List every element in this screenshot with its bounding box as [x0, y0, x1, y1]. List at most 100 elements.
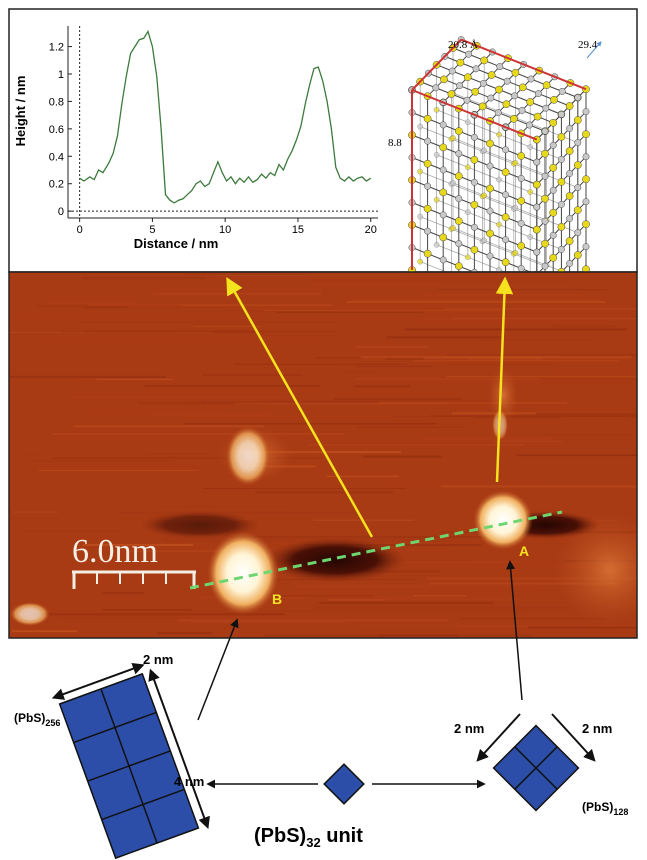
- cluster-b-marker: B: [272, 591, 282, 607]
- crystal-atom-94: [439, 121, 447, 129]
- stm-streak-58: [88, 303, 227, 307]
- cluster-a-bright-spot: [473, 490, 533, 550]
- profile-scan-line: [189, 510, 563, 590]
- crystal-atom-251: [557, 223, 566, 231]
- cluster-a-marker: A: [519, 543, 529, 559]
- stm-streak-70: [540, 381, 637, 383]
- medium-cluster-grid-h: [514, 746, 558, 790]
- profile-y-tick-label-1: 0.2: [49, 179, 64, 191]
- large-to-cluster-b-arrow: [197, 618, 239, 721]
- crystal-atom-143: [517, 242, 526, 250]
- crystal-atom-275: [582, 130, 590, 139]
- crystal-atom-36: [496, 131, 502, 138]
- crystal-atom-276: [582, 153, 590, 161]
- crystal-atom-106: [455, 195, 463, 203]
- stm-streak-52: [414, 321, 608, 324]
- crystal-atom-107: [454, 217, 463, 225]
- crystal-atom-264: [574, 94, 582, 102]
- stm-streak-92: [13, 511, 59, 513]
- crystal-atom-54: [450, 225, 456, 231]
- stm-streak-37: [429, 415, 637, 417]
- large-cluster-length-label: 4 nm: [174, 774, 204, 789]
- unit-tile: [323, 763, 365, 805]
- crystal-atom-271: [573, 251, 582, 259]
- stm-glow-2: [487, 365, 519, 425]
- stm-streak-88: [59, 411, 235, 413]
- crystal-atom-29: [433, 241, 440, 248]
- crystal-atom-164: [432, 84, 440, 92]
- crystal-atom-181: [487, 71, 496, 79]
- crystal-atom-199: [509, 114, 518, 123]
- top-panel-frame: [8, 8, 638, 273]
- crystal-side-dimension: 8.8: [388, 137, 402, 149]
- crystal-atom-231: [541, 194, 549, 203]
- stm-streak-111: [363, 455, 442, 458]
- crystal-atom-249: [557, 178, 566, 186]
- crystal-atom-165: [440, 75, 448, 84]
- stm-streak-116: [11, 630, 77, 633]
- stm-streak-80: [262, 309, 500, 311]
- stm-scan-streaks: [9, 272, 637, 638]
- stm-streak-47: [235, 310, 334, 312]
- medium-to-cluster-a-arrow: [506, 560, 523, 701]
- stm-streak-16: [22, 475, 147, 477]
- crystal-atom-256: [566, 125, 574, 132]
- stm-streak-119: [75, 321, 336, 324]
- crystal-atom-224: [533, 248, 541, 256]
- stm-streak-125: [340, 371, 381, 373]
- crystal-edge-lines: [411, 38, 587, 270]
- scale-bar-label: 6.0nm: [72, 533, 158, 570]
- stm-streak-82: [287, 282, 443, 285]
- stm-streak-104: [427, 577, 637, 580]
- crystal-atom-221: [532, 180, 541, 189]
- stm-streak-130: [436, 565, 637, 568]
- stm-corner-spot: [10, 602, 50, 626]
- crystal-atom-43: [527, 234, 534, 240]
- crystal-top-dimension: 20.8 Å: [448, 39, 478, 51]
- large-cluster-width-label: 2 nm: [143, 652, 173, 667]
- crystal-atom-100: [439, 256, 447, 264]
- large-cluster-grid-h1: [73, 711, 157, 744]
- stm-streak-95: [25, 453, 213, 455]
- stm-streak-50: [360, 356, 632, 359]
- crystal-atom-140: [517, 174, 525, 182]
- crystal-atom-41: [527, 144, 534, 150]
- stm-streak-63: [144, 385, 321, 387]
- stm-streak-51: [458, 618, 606, 620]
- crystal-atom-247: [557, 133, 566, 141]
- crystal-atom-279: [582, 220, 590, 229]
- crystal-atom-4: [417, 258, 424, 265]
- stm-streak-15: [528, 626, 637, 629]
- crystal-atom-252: [557, 245, 565, 253]
- crystal-atom-187: [495, 85, 503, 94]
- crystal-atom-180: [479, 79, 487, 87]
- stm-streak-78: [493, 440, 562, 443]
- crystal-atom-144: [517, 264, 525, 272]
- crystal-atom-113: [470, 155, 479, 164]
- crystal-atom-201: [526, 98, 535, 106]
- crystal-atom-265: [573, 116, 582, 124]
- crystal-atom-95: [439, 143, 448, 152]
- stm-streak-36: [51, 433, 345, 435]
- stm-streak-10: [374, 549, 450, 551]
- crystal-atom-200: [518, 106, 526, 114]
- medium-cluster-left-label: 2 nm: [454, 721, 484, 736]
- stm-streak-62: [38, 469, 199, 471]
- crystal-atom-223: [532, 225, 541, 234]
- crystal-edge-front: [411, 89, 538, 141]
- crystal-atom-268: [574, 184, 582, 192]
- crystal-edge-back: [460, 38, 587, 91]
- crystal-atom-104: [455, 150, 463, 158]
- crystal-atom-189: [511, 68, 520, 77]
- stm-streak-28: [422, 437, 551, 440]
- stm-frame: [8, 271, 638, 639]
- stm-streak-107: [92, 332, 176, 335]
- profile-y-tick-label-2: 0.4: [49, 151, 64, 163]
- medium-cluster-right-arrow: [551, 713, 596, 762]
- crystal-atom-202: [534, 90, 542, 98]
- cluster-b-bright-spot: [207, 531, 279, 615]
- crystal-atom-246: [557, 110, 565, 118]
- stm-streak-137: [479, 339, 596, 341]
